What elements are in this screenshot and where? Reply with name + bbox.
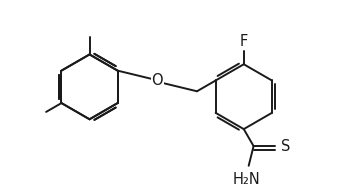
Text: O: O	[152, 74, 163, 89]
Text: S: S	[281, 139, 290, 154]
Text: F: F	[240, 34, 248, 49]
Text: H₂N: H₂N	[233, 172, 261, 187]
